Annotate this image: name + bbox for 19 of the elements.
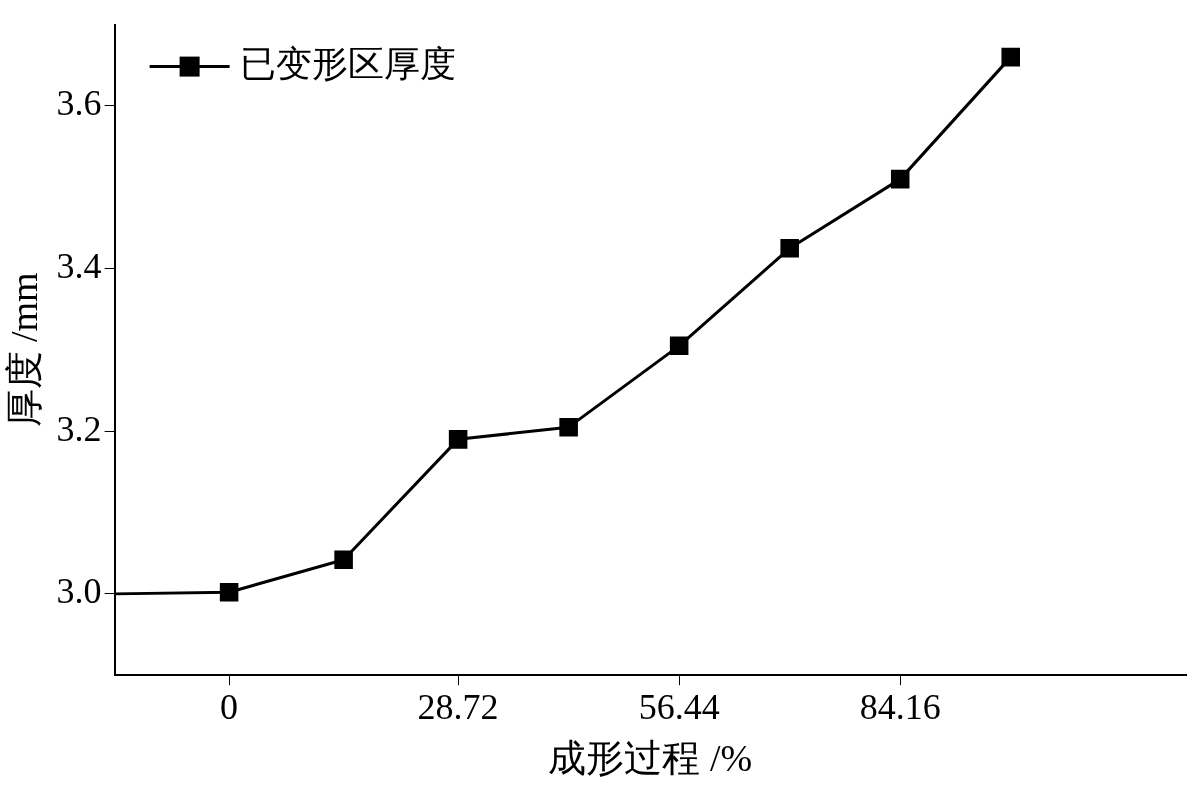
y-tick-label: 3.6 [56, 83, 102, 124]
point [448, 430, 468, 449]
point [1001, 47, 1021, 67]
legend-label: 已变形区厚度 [239, 44, 456, 85]
point [780, 238, 799, 258]
point [559, 417, 578, 437]
x-tick-label: 28.72 [417, 687, 499, 728]
y-tick-label: 3.4 [56, 246, 102, 287]
y-tick-label: 3.0 [56, 571, 102, 612]
y-axis-title: 厚度 /mm [2, 272, 45, 428]
x-tick-label: 56.44 [638, 687, 720, 728]
point [890, 169, 910, 189]
point [219, 582, 239, 602]
x-tick-label: 0 [220, 687, 239, 728]
y-tick-label: 3.2 [56, 408, 102, 449]
x-tick-label: 84.16 [859, 687, 941, 728]
x-axis-title: 成形过程 /% [548, 737, 753, 780]
point [334, 550, 353, 569]
point [669, 336, 689, 356]
